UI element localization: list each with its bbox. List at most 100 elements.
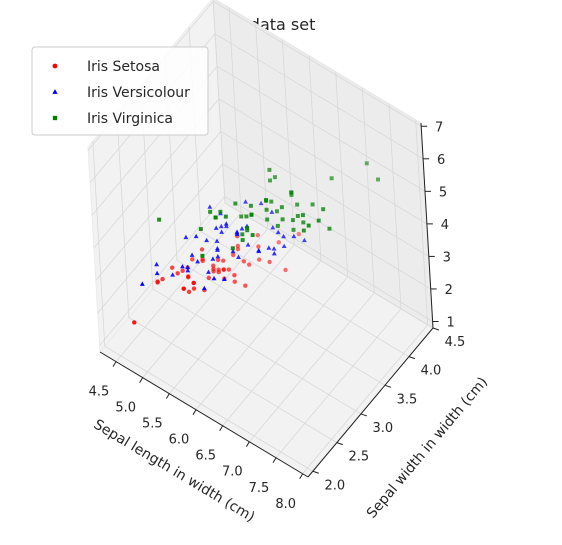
data-point xyxy=(241,259,247,264)
data-point xyxy=(215,257,221,263)
data-point xyxy=(219,229,225,234)
data-point xyxy=(275,223,280,228)
data-point xyxy=(256,244,261,249)
data-point xyxy=(231,252,236,258)
data-point xyxy=(199,247,205,252)
grid-line-x-wall xyxy=(388,103,402,309)
data-point xyxy=(234,231,240,237)
data-point xyxy=(281,233,287,239)
x-tick xyxy=(112,361,117,367)
data-point xyxy=(170,265,175,270)
grid-line-z-back xyxy=(218,98,428,225)
x-tick-label: 8.0 xyxy=(275,497,296,512)
x-tick xyxy=(245,441,250,448)
data-point xyxy=(321,207,326,212)
data-point xyxy=(269,199,274,204)
y-axis-label: Sepal width in width (cm) xyxy=(364,374,491,521)
data-point xyxy=(232,279,237,284)
y-tick-label: 2.5 xyxy=(349,450,370,465)
legend-item-iris-versicolour: Iris Versicolour xyxy=(52,85,190,101)
y-tick-label: 4.5 xyxy=(445,335,466,350)
data-point xyxy=(269,209,275,214)
tick-labels: 4.55.05.56.06.57.07.58.02.02.53.03.54.04… xyxy=(89,120,466,512)
data-point xyxy=(295,213,300,218)
x-axis-line xyxy=(99,351,309,478)
data-point xyxy=(230,246,235,251)
x-tick xyxy=(299,473,304,480)
data-point xyxy=(239,214,244,219)
data-point xyxy=(264,207,269,212)
data-point xyxy=(185,264,191,270)
data-point xyxy=(170,272,176,277)
grid-line-z-left xyxy=(97,163,224,314)
data-point xyxy=(218,209,223,214)
grid-line-y-floor xyxy=(176,259,386,386)
data-point xyxy=(213,225,219,230)
grid-line-y-floor xyxy=(224,202,434,329)
data-point xyxy=(271,246,277,251)
data-point xyxy=(295,202,300,207)
data-point xyxy=(204,237,210,243)
data-point xyxy=(245,225,250,230)
grid-line-z-back xyxy=(222,163,431,290)
data-point xyxy=(206,275,212,281)
data-point xyxy=(281,243,287,248)
data-point xyxy=(291,233,297,239)
data-point xyxy=(289,190,294,195)
data-point xyxy=(200,258,205,264)
data-point xyxy=(160,276,165,282)
data-point xyxy=(210,256,216,261)
series-iris-virginica xyxy=(157,161,380,258)
data-point xyxy=(221,276,227,282)
legend-marker xyxy=(52,63,58,69)
x-tick-label: 7.5 xyxy=(249,481,270,496)
data-point xyxy=(235,243,241,249)
data-point xyxy=(183,234,189,240)
data-point xyxy=(215,253,221,259)
data-point xyxy=(200,253,205,258)
data-point xyxy=(250,233,255,238)
grid-line-y-wall xyxy=(92,141,106,347)
data-point xyxy=(290,218,295,223)
data-point xyxy=(139,281,145,286)
data-point xyxy=(233,201,238,206)
data-point xyxy=(245,228,250,233)
data-point xyxy=(327,226,332,231)
legend-marker xyxy=(52,115,58,121)
data-point xyxy=(256,248,262,254)
legend-frame xyxy=(31,46,209,136)
data-point xyxy=(215,247,220,252)
data-point xyxy=(243,199,248,204)
data-point xyxy=(243,283,248,288)
z-tick-label: 2 xyxy=(445,283,453,298)
y-tick xyxy=(408,356,416,360)
axis-lines xyxy=(99,122,440,480)
data-point xyxy=(198,227,203,232)
grid-line-x-wall xyxy=(415,119,429,325)
grid-line-z-back xyxy=(224,196,433,322)
y-tick xyxy=(312,470,319,474)
data-point xyxy=(214,238,220,243)
legend-marker xyxy=(52,89,58,94)
data-point xyxy=(216,267,221,272)
grid-line-x-wall xyxy=(308,55,322,261)
data-point xyxy=(180,263,185,269)
grid-line-x-floor xyxy=(115,212,242,362)
y-tick xyxy=(360,413,368,417)
data-point xyxy=(280,217,285,222)
grid-line-z-left xyxy=(99,196,225,346)
x-tick-label: 4.5 xyxy=(89,385,110,400)
data-point xyxy=(265,217,270,222)
grid-line-z-back xyxy=(214,33,424,160)
data-point xyxy=(376,177,380,182)
z-tick-label: 3 xyxy=(443,250,451,265)
data-point xyxy=(247,262,252,267)
grid-line-y-wall xyxy=(116,112,130,318)
data-point xyxy=(249,212,254,217)
data-point xyxy=(240,238,245,243)
data-point xyxy=(236,254,241,259)
data-point xyxy=(248,203,253,208)
data-point xyxy=(272,175,277,180)
legend: Iris Setosa Iris Versicolour Iris Virginic… xyxy=(31,46,209,136)
data-point xyxy=(291,227,296,232)
